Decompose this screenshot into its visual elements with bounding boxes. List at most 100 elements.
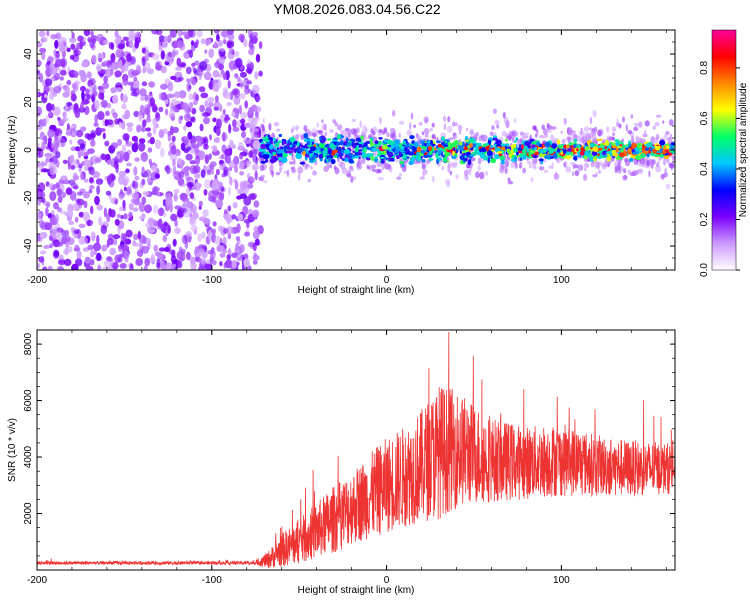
spectrogram-cell — [512, 137, 515, 143]
spectrogram-cell — [638, 147, 642, 150]
spectrogram-cell — [329, 142, 335, 149]
spectrogram-cell — [401, 145, 405, 149]
spectrogram-cell — [94, 195, 100, 206]
spectrogram-cell — [83, 30, 91, 37]
spectrogram-cell — [96, 234, 100, 245]
spectrogram-cell — [645, 147, 649, 151]
spectrogram-cell — [452, 121, 455, 127]
snr-xtick-label: -100 — [202, 575, 222, 586]
spectrogram-cell — [350, 150, 353, 154]
spectrogram-cell — [173, 188, 180, 194]
spectrogram-cell — [69, 73, 75, 78]
spectrogram-cell — [491, 125, 495, 131]
spectrogram-cell — [121, 65, 125, 74]
spectrogram-cell — [327, 149, 333, 155]
spectrogram-cell — [282, 140, 287, 145]
spectrogram-cell — [416, 151, 420, 157]
spectrogram-cell — [589, 156, 594, 162]
spectrogram-cell — [515, 162, 518, 169]
spectrogram-cell — [52, 183, 61, 189]
spectrogram-cell — [178, 76, 184, 82]
spectrogram-cell — [201, 111, 210, 118]
spectrogram-cell — [268, 123, 272, 131]
spectrogram-cell — [37, 91, 40, 98]
spectrogram-cell — [84, 256, 92, 264]
spectrogram-cell — [177, 178, 185, 186]
spectrogram-cell — [252, 163, 259, 171]
spectrogram-cell — [615, 147, 619, 153]
spectrogram-cell — [272, 151, 277, 156]
spectrogram-cell — [642, 133, 648, 138]
spectrogram-cell — [607, 163, 610, 168]
spectrogram-cell — [524, 141, 531, 146]
spectrogram-cell — [119, 206, 124, 212]
spectrogram-cell — [92, 90, 98, 96]
spectrogram-cell — [391, 157, 395, 162]
spectrogram-cell — [133, 166, 138, 176]
spectrogram-cell — [378, 129, 383, 133]
spectrogram-cell — [506, 135, 512, 141]
spectrogram-cell — [78, 163, 83, 169]
spectrogram-cell — [479, 171, 485, 180]
spectrogram-cell — [321, 119, 324, 124]
spectrogram-cell — [592, 157, 598, 162]
spectrogram-cell — [162, 235, 168, 242]
spectrogram-cell — [152, 125, 157, 135]
spectrogram-cell — [619, 152, 625, 158]
spectrogram-cell — [60, 175, 68, 182]
spectrogram-cell — [366, 164, 370, 169]
spectrogram-cell — [635, 135, 640, 143]
spectrogram-cell — [47, 265, 53, 270]
spectrogram-cell — [273, 122, 280, 127]
spectrogram-cell — [124, 255, 129, 263]
spectrogram-cell — [614, 165, 618, 171]
spectrogram-cell — [67, 246, 73, 253]
spectrogram-cell — [158, 106, 164, 113]
spectrogram-cell — [216, 118, 222, 129]
spectrogram-cell — [141, 178, 146, 186]
spectrogram-cell — [583, 173, 588, 181]
spectrogram-cell — [160, 262, 168, 270]
spectrogram-cell — [327, 138, 332, 141]
spectrogram-cell — [393, 142, 400, 148]
spectrogram-cell — [144, 257, 150, 267]
spectrogram-cell — [504, 138, 508, 142]
spectrogram-cell — [216, 73, 225, 78]
spectrogram-cell — [171, 135, 176, 142]
spectrogram-cell — [69, 37, 77, 43]
spectrogram-cell — [225, 214, 233, 224]
spectrogram-cell — [191, 78, 196, 86]
spectrogram-cell — [663, 134, 668, 142]
spectrogram-cell — [589, 142, 595, 148]
spectrogram-cell — [432, 175, 435, 183]
spectrogram-cell — [322, 150, 328, 155]
spectrogram-cell — [615, 141, 620, 147]
spectrogram-cell — [52, 106, 61, 117]
snr-ytick-label: 4000 — [23, 445, 34, 468]
spectrogram-cell — [154, 251, 161, 257]
spectrogram-cell — [566, 127, 573, 135]
spectrogram-cell — [611, 126, 617, 132]
spectrogram-cell — [234, 51, 240, 57]
spectrogram-cell — [219, 252, 226, 258]
spectrogram-cell — [324, 131, 328, 136]
spectrogram-cell — [231, 112, 236, 117]
spectrogram-cell — [158, 92, 166, 101]
spectrogram-cell — [118, 253, 124, 258]
spectrogram-cell — [204, 154, 210, 165]
spectrogram-cell — [212, 221, 217, 227]
spectrogram-cell — [423, 154, 429, 158]
spectrogram-cell — [144, 49, 150, 57]
spectrogram-cell — [63, 258, 72, 266]
spectrogram-cell — [145, 127, 151, 132]
spectrogram-cell — [37, 234, 41, 242]
spectrogram-cell — [306, 132, 312, 137]
spectrogram-cell — [244, 86, 250, 95]
spectrogram-cell — [75, 129, 84, 138]
spectrogram-cell — [131, 192, 140, 200]
spectrogram-cell — [81, 71, 85, 78]
spectrogram-cell — [634, 146, 638, 152]
spectrogram-cell — [286, 150, 293, 154]
spectrogram-cell — [82, 211, 90, 222]
spectrogram-cell — [379, 151, 382, 156]
